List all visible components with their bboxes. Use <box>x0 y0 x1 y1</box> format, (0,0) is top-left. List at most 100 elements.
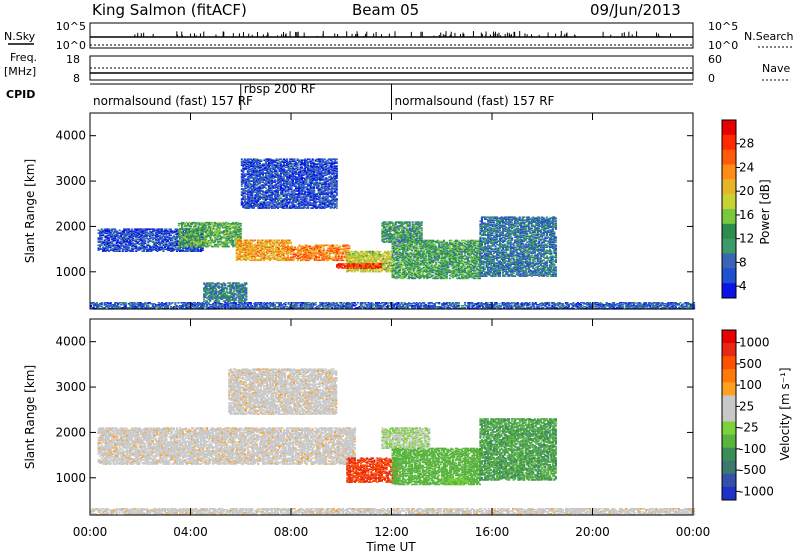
heatmap-cell <box>347 267 349 269</box>
nsearch-label: N.Search <box>744 30 794 43</box>
heatmap-cell <box>128 246 130 248</box>
freq-tick-bottom: 8 <box>73 72 80 85</box>
heatmap-cell <box>333 245 335 247</box>
heatmap-cell <box>342 260 344 262</box>
heatmap-cell <box>446 276 448 278</box>
nsky-strip <box>90 23 693 48</box>
heatmap-cell <box>344 263 346 265</box>
cpid-segment-label: normalsound (fast) 157 RF <box>395 94 555 108</box>
heatmap-cell <box>161 228 163 230</box>
nsky-label: N.Sky <box>4 30 36 43</box>
heatmap-cell <box>186 228 188 230</box>
heatmap-cell <box>240 235 242 237</box>
heatmap-cell <box>217 246 219 248</box>
heatmap-cell <box>165 228 167 230</box>
heatmap-cell <box>338 256 340 258</box>
heatmap-cell <box>348 248 350 250</box>
heatmap-cell <box>290 254 292 256</box>
heatmap-cell <box>240 228 242 230</box>
heatmap-cell <box>351 251 353 253</box>
heatmap-cell <box>332 257 334 259</box>
heatmap-cell <box>474 278 476 280</box>
heatmap-cell <box>435 262 437 264</box>
freq-label-1: Freq. <box>10 51 37 64</box>
heatmap-cell <box>404 270 406 272</box>
cpid-segment-label: normalsound (fast) 157 RF <box>93 94 253 108</box>
heatmap-cell <box>290 242 292 244</box>
heatmap-cell <box>291 246 293 248</box>
heatmap-cell <box>342 253 344 255</box>
heatmap-cell <box>101 236 103 238</box>
heatmap-cell <box>178 225 180 227</box>
heatmap-cell <box>483 265 485 267</box>
heatmap-cell <box>411 250 413 252</box>
cpid-segment-label: rbsp 200 RF <box>244 82 316 96</box>
heatmap-cell <box>443 240 445 242</box>
heatmap-cell <box>339 246 341 248</box>
heatmap-cell <box>254 240 256 242</box>
heatmap-cell <box>309 246 311 248</box>
heatmap-cell <box>287 255 289 257</box>
heatmap-cell <box>416 246 418 248</box>
heatmap-cell <box>101 228 103 230</box>
heatmap-cell <box>434 244 436 246</box>
freq-tick-top: 18 <box>66 53 80 66</box>
heatmap-cell <box>132 237 134 239</box>
heatmap-cell <box>210 226 212 228</box>
heatmap-cell <box>240 241 242 243</box>
heatmap-cell <box>447 266 449 268</box>
nave-label: Nave <box>762 62 790 75</box>
freq-label-2: [MHz] <box>4 65 36 78</box>
heatmap-cell <box>361 251 363 253</box>
heatmap-cell <box>432 275 434 277</box>
power-plot-bg <box>90 113 693 309</box>
heatmap-cell <box>293 252 295 254</box>
nsky-tick-bottom: 10^0 <box>56 39 86 52</box>
heatmap-cell <box>278 240 280 242</box>
heatmap-cell <box>114 228 116 230</box>
heatmap-cell <box>311 258 313 260</box>
heatmap-cell <box>450 240 452 242</box>
heatmap-cell <box>152 232 154 234</box>
nave-tick-bottom: 0 <box>708 72 715 85</box>
heatmap-cell <box>379 251 381 253</box>
heatmap-cell <box>373 251 375 253</box>
heatmap-cell <box>486 275 488 277</box>
heatmap-cell <box>170 234 172 236</box>
heatmap-cell <box>336 245 338 247</box>
heatmap-cell <box>147 243 149 245</box>
heatmap-cell <box>411 244 413 246</box>
heatmap-cell <box>348 246 350 248</box>
beam-title: Beam 05 <box>352 1 419 19</box>
heatmap-cell <box>236 252 238 254</box>
cpid-label: CPID <box>6 88 35 101</box>
station-title: King Salmon (fitACF) <box>92 1 247 19</box>
heatmap-cell <box>261 240 263 242</box>
nsearch-tick-top: 10^5 <box>708 20 738 33</box>
heatmap-cell <box>449 278 451 280</box>
heatmap-cell <box>240 223 242 225</box>
heatmap-cell <box>294 247 296 249</box>
heatmap-cell <box>144 242 146 244</box>
heatmap-cell <box>287 245 289 247</box>
nsky-tick-top: 10^5 <box>56 20 86 33</box>
heatmap-cell <box>484 268 486 270</box>
heatmap-cell <box>446 242 448 244</box>
heatmap-cell <box>462 274 464 276</box>
nave-tick-top: 60 <box>708 53 722 66</box>
heatmap-cell <box>425 255 427 257</box>
heatmap-cell <box>240 225 242 227</box>
heatmap-cell <box>431 264 433 266</box>
heatmap-cell <box>219 227 221 229</box>
heatmap-cell <box>251 243 253 245</box>
heatmap-cell <box>278 248 280 250</box>
heatmap-cell <box>461 254 463 256</box>
heatmap-cell <box>240 233 242 235</box>
heatmap-cell <box>170 228 172 230</box>
nsky-frame <box>90 23 693 48</box>
heatmap-cell <box>186 246 188 248</box>
nsky-spikes <box>135 31 671 37</box>
heatmap-cell <box>323 248 325 250</box>
